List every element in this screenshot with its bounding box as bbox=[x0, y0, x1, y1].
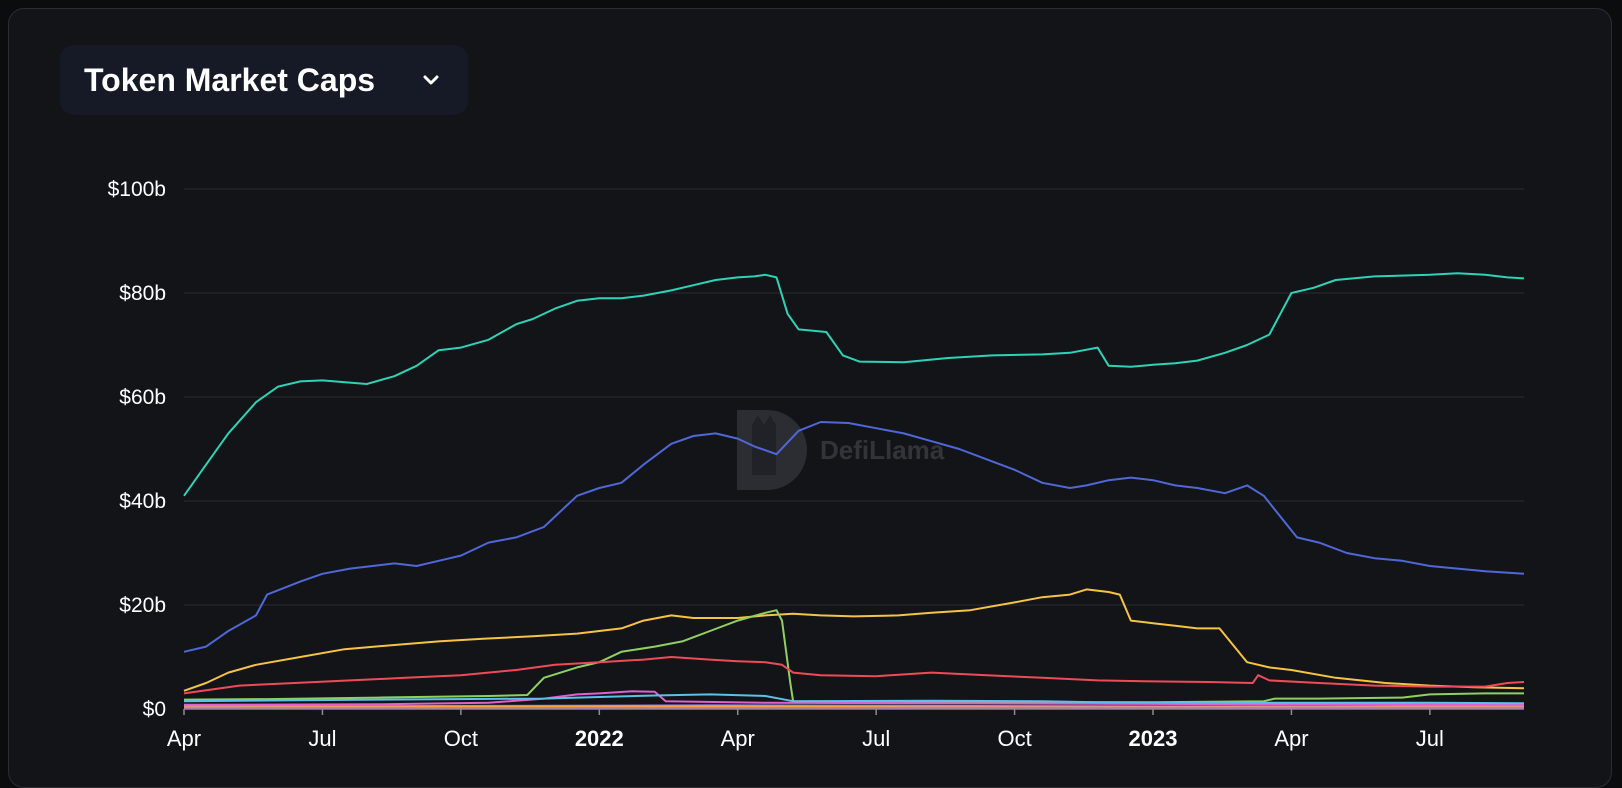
llama-logo-icon bbox=[737, 410, 807, 490]
x-tick-label: Jul bbox=[308, 726, 336, 751]
x-tick-label: Oct bbox=[444, 726, 478, 751]
y-tick-label: $100b bbox=[108, 178, 166, 201]
y-tick-label: $40b bbox=[119, 490, 166, 513]
y-tick-label: $80b bbox=[119, 282, 166, 305]
x-tick-label: 2022 bbox=[575, 726, 624, 751]
x-tick-label: Apr bbox=[721, 726, 755, 751]
x-tick-label: Jul bbox=[862, 726, 890, 751]
y-tick-label: $0 bbox=[143, 698, 166, 721]
grid bbox=[184, 189, 1524, 605]
axes: $0 $20b $40b $60b $80b $100b Apr Jul Oct 2022 Apr J… bbox=[108, 178, 1524, 751]
x-tick-label: Oct bbox=[997, 726, 1031, 751]
series-group bbox=[184, 273, 1524, 708]
x-tick-label: Jul bbox=[1416, 726, 1444, 751]
x-tick-label: 2023 bbox=[1129, 726, 1178, 751]
series-line-4[interactable] bbox=[184, 610, 1524, 702]
y-tick-label: $20b bbox=[119, 594, 166, 617]
y-tick-label: $60b bbox=[119, 386, 166, 409]
x-tick-label: Apr bbox=[1274, 726, 1308, 751]
x-tick-label: Apr bbox=[167, 726, 201, 751]
